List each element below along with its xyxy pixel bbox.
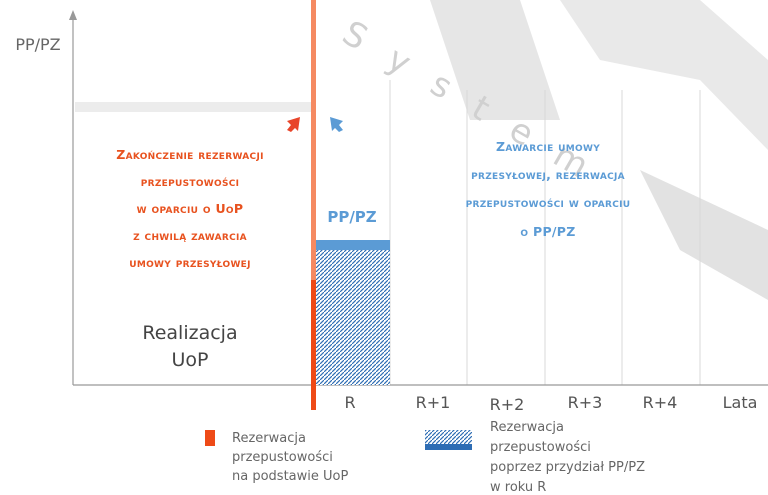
legend-text: poprzez przydział PP/PZ xyxy=(490,460,645,475)
x-label: R xyxy=(344,393,355,412)
text-line: o PP/PZ xyxy=(520,224,575,239)
text-line: umowy przesyłowej xyxy=(129,255,251,270)
text-line: Zawarcie umowy xyxy=(496,139,600,154)
legend-swatch xyxy=(425,430,472,444)
x-labels: R R+1 R+2 R+3 R+4 Lata xyxy=(344,393,757,414)
legend: Rezerwacja przepustowości na podstawie U… xyxy=(205,420,645,495)
x-label: R+4 xyxy=(643,393,678,412)
right-text: Zawarcie umowy przesyłowej, rezerwacja p… xyxy=(466,139,631,239)
hatched-bar xyxy=(316,250,390,385)
legend-text: na podstawie UoP xyxy=(232,469,348,484)
arrow-blue xyxy=(330,117,343,132)
phase-label: UoP xyxy=(172,349,209,371)
text-line: przepustowości xyxy=(141,174,240,189)
text-line: przepustowości w oparciu xyxy=(466,195,631,210)
legend-text: przepustowości xyxy=(232,450,333,465)
x-label: Lata xyxy=(723,393,758,412)
text-line: w oparciu o UoP xyxy=(137,201,244,216)
phase-label: Realizacja xyxy=(142,322,237,344)
left-text: Zakończenie rezerwacji przepustowości w … xyxy=(116,147,264,270)
arrow-red xyxy=(287,117,300,132)
text-line: Zakończenie rezerwacji xyxy=(116,147,264,162)
bar-cap xyxy=(316,240,390,250)
legend-swatch xyxy=(425,444,472,450)
x-label: R+2 xyxy=(490,395,525,414)
orange-line xyxy=(311,0,316,280)
text-line: przesyłowej, rezerwacja xyxy=(471,167,625,182)
legend-text: Rezerwacja xyxy=(490,420,564,435)
orange-line-bottom xyxy=(311,280,316,410)
y-axis-label: PP/PZ xyxy=(15,35,60,54)
text-line: z chwilą zawarcia xyxy=(133,228,247,243)
legend-text: Rezerwacja xyxy=(232,431,306,446)
legend-swatch xyxy=(205,430,215,446)
x-label: R+3 xyxy=(568,393,603,412)
y-arrow xyxy=(69,10,77,20)
bar-label: PP/PZ xyxy=(327,208,376,226)
legend-text: w roku R xyxy=(490,480,546,495)
x-label: R+1 xyxy=(416,393,451,412)
grid xyxy=(389,80,701,385)
legend-text: przepustowości xyxy=(490,440,591,455)
